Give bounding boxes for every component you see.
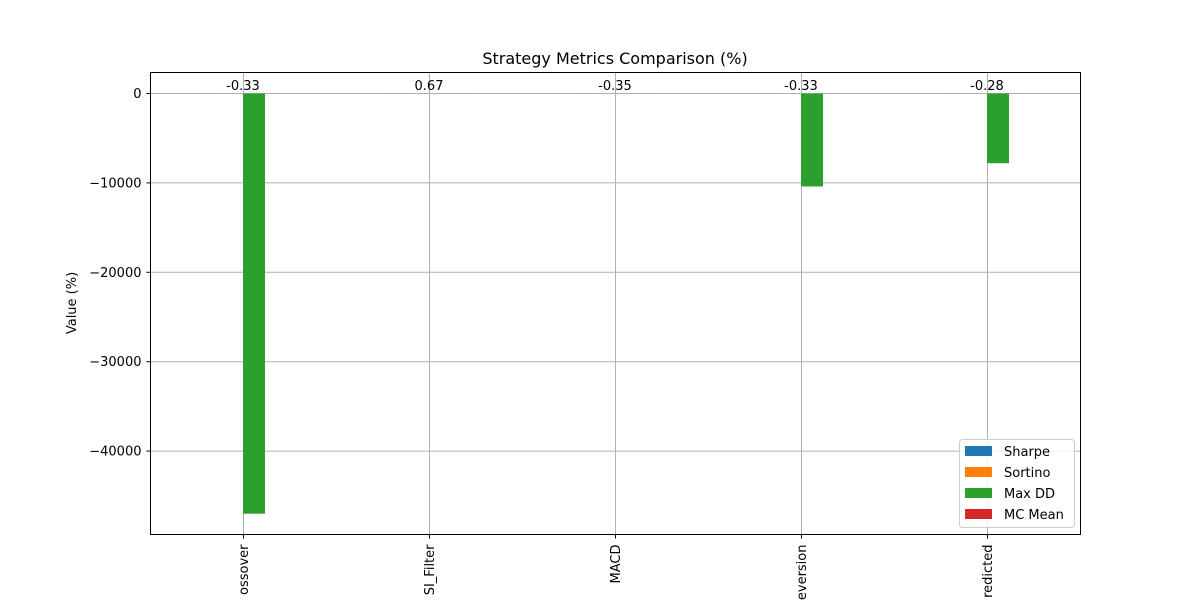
legend-label: Sortino — [1004, 466, 1050, 481]
bar-value-label: -0.33 — [226, 79, 260, 94]
legend-label: MC Mean — [1004, 508, 1064, 523]
bar-labels-layer: -0.33 0.67 -0.35 -0.33 -0.28 — [226, 79, 1004, 94]
x-tick-label: SI_Filter — [423, 544, 438, 595]
bar-max-dd — [243, 93, 265, 514]
y-tick-label: −20000 — [89, 266, 141, 281]
legend-swatch — [965, 446, 992, 456]
x-tick-label: ossover — [237, 544, 252, 595]
y-tick-label: −40000 — [89, 445, 141, 460]
y-tick-label: −30000 — [89, 355, 141, 370]
bar-max-dd — [801, 93, 823, 187]
bar-value-label: -0.35 — [598, 79, 632, 94]
bars-layer — [199, 93, 1031, 514]
bar-value-label: 0.67 — [415, 79, 444, 94]
legend: Sharpe Sortino Max DD MC Mean — [959, 439, 1075, 528]
bar-value-label: -0.28 — [970, 79, 1004, 94]
legend-swatch — [965, 509, 992, 519]
x-tick-label: MACD — [609, 545, 624, 584]
bar-max-dd — [987, 93, 1009, 164]
legend-swatch — [965, 488, 992, 498]
legend-box — [959, 439, 1075, 528]
chart-title: Strategy Metrics Comparison (%) — [482, 49, 747, 68]
y-tick-label: −10000 — [89, 176, 141, 191]
x-tick-label: eversion — [795, 545, 810, 600]
bar-value-label: -0.33 — [784, 79, 818, 94]
y-ticks-layer: 0 −10000 −20000 −30000 −40000 — [89, 87, 151, 460]
x-tick-label: redicted — [981, 545, 996, 598]
x-ticks-layer: ossover SI_Filter MACD eversion redicted — [237, 534, 996, 600]
y-tick-label: 0 — [133, 87, 141, 102]
legend-label: Sharpe — [1004, 445, 1050, 460]
legend-swatch — [965, 467, 992, 477]
y-axis-label: Value (%) — [65, 272, 80, 334]
grid-layer — [150, 72, 1081, 535]
legend-label: Max DD — [1004, 487, 1055, 502]
